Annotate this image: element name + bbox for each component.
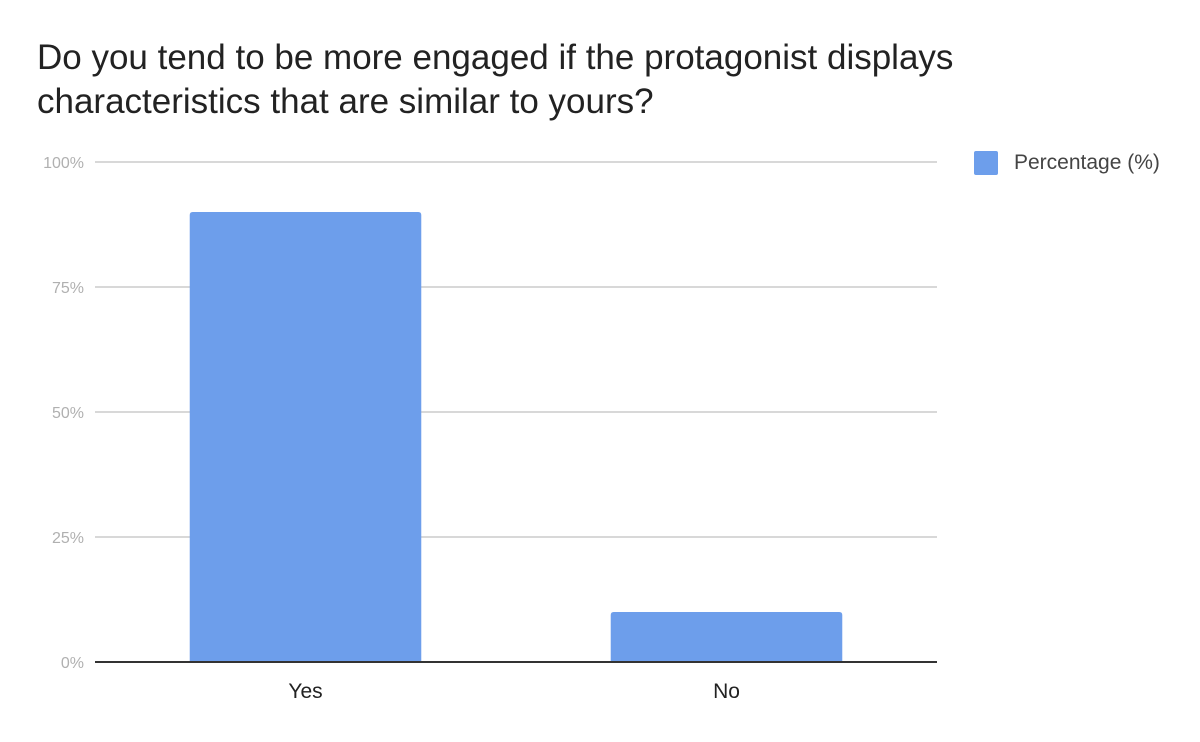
y-tick-label: 50% (52, 405, 84, 422)
legend-swatch (974, 151, 998, 175)
x-axis-tick-labels: Yes No (288, 680, 740, 703)
chart-title: Do you tend to be more engaged if the pr… (37, 38, 954, 121)
legend: Percentage (%) (974, 151, 1160, 175)
y-tick-label: 100% (43, 155, 84, 172)
bar-yes (189, 212, 422, 662)
y-axis-tick-labels: 0% 25% 50% 75% 100% (43, 155, 84, 672)
x-tick-label: Yes (288, 680, 322, 703)
bars (189, 212, 843, 662)
legend-label: Percentage (%) (1014, 151, 1160, 174)
x-tick-label: No (713, 680, 740, 703)
y-tick-label: 25% (52, 530, 84, 547)
y-tick-label: 75% (52, 280, 84, 297)
bar-no (610, 612, 843, 662)
y-tick-label: 0% (61, 655, 84, 672)
